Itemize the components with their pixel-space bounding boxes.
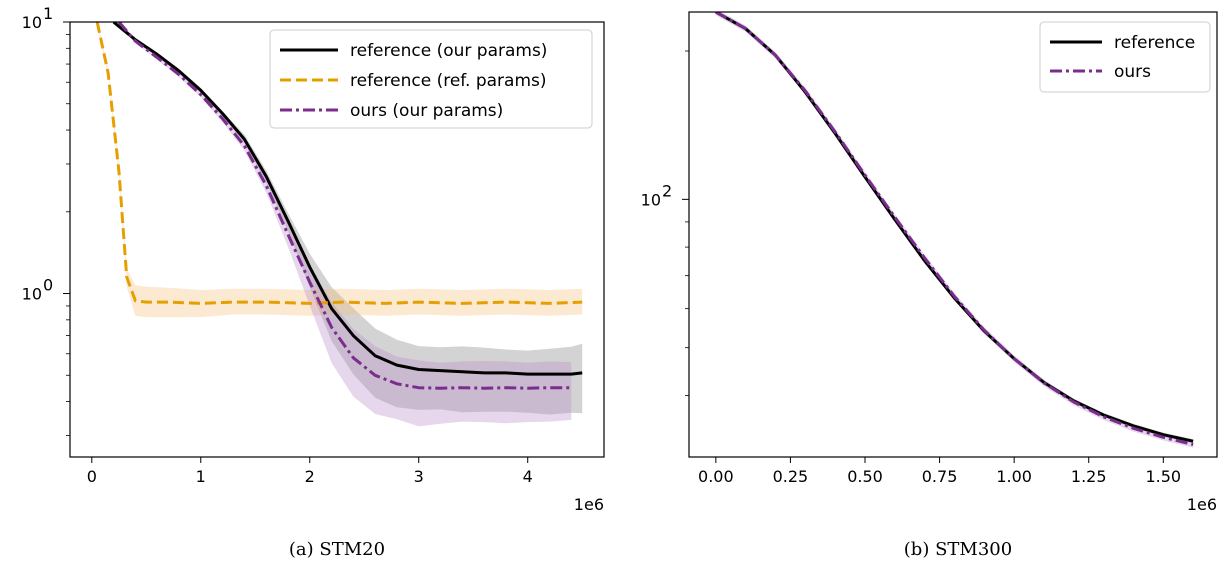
legend: reference ours	[1039, 21, 1211, 93]
plot-frame	[69, 21, 605, 458]
plot-area	[715, 12, 1194, 448]
x-tick-label: 0.00	[698, 467, 734, 486]
x-tick-label: 1	[196, 467, 206, 486]
chart-panel-b: 0.00 0.25 0.50 0.75 1.00 1.25 1.50 1e6 10 2 refere…	[641, 11, 1218, 514]
series-line-0	[112, 22, 583, 376]
legend: reference (our params) reference (ref. pa…	[269, 29, 593, 129]
confidence-band-1	[97, 22, 583, 318]
legend-label-1: reference (ref. params)	[350, 71, 547, 91]
series-line-1	[95, 22, 583, 305]
x-tick-label: 1.00	[996, 467, 1032, 486]
legend-label-1: ours	[1114, 62, 1151, 82]
legend-label-0: reference	[1114, 33, 1195, 53]
y-tick-label: 10	[22, 285, 42, 304]
series-line-1	[715, 12, 1194, 446]
x-tick-label: 3	[414, 467, 424, 486]
y-tick-exponent: 2	[662, 181, 672, 200]
x-tick-label: 1.50	[1145, 467, 1181, 486]
x-tick-label: 1.25	[1071, 467, 1107, 486]
x-offset-label: 1e6	[1187, 495, 1217, 514]
x-tick-label: 0.50	[847, 467, 883, 486]
caption-b: (b) STM300	[904, 539, 1012, 560]
x-tick-label: 0	[87, 467, 97, 486]
plot-area	[95, 22, 583, 427]
x-tick-label: 0.75	[922, 467, 958, 486]
legend-label-2: ours (our params)	[350, 101, 503, 121]
y-tick-exponent: 0	[43, 276, 53, 295]
y-tick-label: 10	[641, 190, 661, 209]
y-tick-label: 10	[22, 13, 42, 32]
legend-box	[1039, 21, 1211, 93]
legend-box	[269, 29, 593, 129]
caption-a: (a) STM20	[289, 539, 385, 560]
x-offset-label: 1e6	[574, 495, 604, 514]
y-tick-exponent: 1	[43, 4, 53, 23]
x-tick-label: 4	[523, 467, 533, 486]
plot-frame	[688, 11, 1218, 458]
series-line-2	[117, 22, 572, 390]
x-tick-label: 0.25	[773, 467, 809, 486]
legend-label-0: reference (our params)	[350, 41, 547, 61]
confidence-band-0	[113, 22, 583, 415]
x-tick-label: 2	[305, 467, 315, 486]
